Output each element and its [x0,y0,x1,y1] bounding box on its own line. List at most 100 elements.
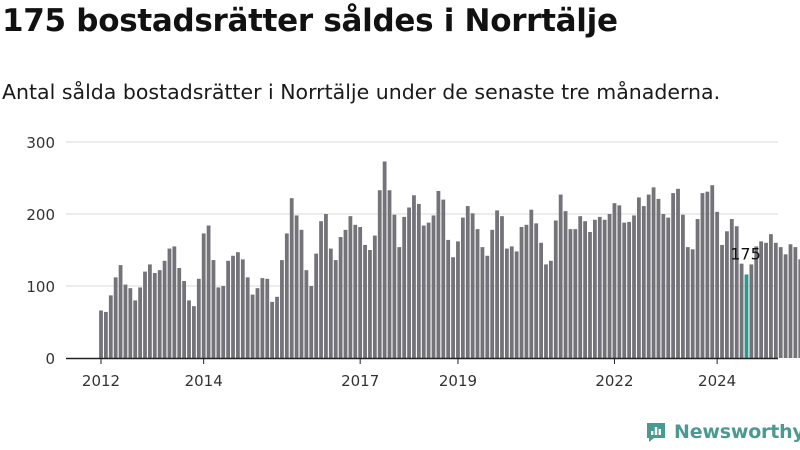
bar [294,215,299,358]
bar [661,214,666,358]
x-tick-label: 2019 [439,372,477,390]
bar [206,225,211,358]
bar [133,300,138,358]
bar [108,295,113,358]
bar [480,247,485,358]
bar [695,219,700,358]
bar [240,259,245,358]
bar [656,198,661,358]
bar [451,257,455,358]
bar [421,225,426,358]
bar [187,300,191,358]
bar [715,211,720,358]
bar [431,215,436,358]
bar [607,214,612,358]
bar [377,190,382,358]
bar [534,223,539,358]
y-tick-label: 0 [45,350,55,368]
bar [739,263,744,358]
bar [544,264,548,358]
chart-subtitle: Antal sålda bostadsrätter i Norrtälje un… [2,80,721,104]
bars [99,161,800,358]
bar [666,217,671,358]
bar [729,219,734,358]
bar [358,226,363,358]
bar [778,247,783,358]
bar [759,241,764,358]
bar [720,244,724,358]
bar [460,217,465,358]
bar [612,203,617,358]
bar [309,286,314,358]
bar [436,190,441,358]
brand-name: Newsworthy [674,421,800,443]
bar [397,247,402,358]
bar [524,224,529,358]
bar [304,270,309,358]
bar [588,232,592,358]
bar [265,278,270,358]
bar [514,251,519,358]
bar [504,248,509,358]
bar [284,233,289,358]
bar [681,214,685,358]
bar [348,216,353,358]
bar [773,242,778,358]
bar [700,193,705,358]
bar [118,265,123,358]
bar [143,271,147,358]
bar [617,205,622,358]
bar [500,216,504,358]
bar [343,229,348,358]
bar [167,248,172,358]
bar [529,209,534,358]
bar [250,294,255,358]
bar [338,237,343,358]
bar [734,226,739,358]
bar [196,278,201,358]
bar [299,229,304,358]
bar [769,234,773,358]
y-axis: 0 100 200 300 [26,134,55,368]
bar [152,273,157,358]
bar [725,231,729,358]
bar [416,203,421,358]
bar [289,198,294,358]
bar [558,194,563,358]
newsworthy-logo-icon [647,423,665,442]
bar [490,229,495,358]
newsworthy-logo[interactable]: Newsworthy [644,420,800,444]
bar [372,235,377,358]
bar [162,260,167,358]
bar [646,194,651,358]
bar [426,222,431,358]
bar [632,215,636,358]
bar [685,247,690,358]
bar [148,264,152,358]
bar [754,246,759,358]
bar [407,207,411,358]
bar [113,277,118,358]
bar [602,219,607,358]
bar [470,213,475,358]
bar [314,253,319,358]
bar [690,249,695,358]
bar [216,287,221,358]
bar [123,284,128,358]
bar [402,216,407,358]
y-tick-label: 300 [26,134,55,152]
bar [103,311,108,358]
x-axis: 2012 2014 2017 2019 2022 2024 [66,357,778,390]
bar [333,260,338,358]
bar [539,242,543,358]
bar [627,221,632,358]
chart-title: 175 bostadsrätter såldes i Norrtälje [2,3,618,39]
bar [99,310,103,358]
bar [446,239,451,358]
bar [280,260,284,358]
bar [172,246,177,358]
bar [128,288,133,358]
bar [509,246,514,358]
bar [783,254,788,358]
bar [637,197,641,358]
